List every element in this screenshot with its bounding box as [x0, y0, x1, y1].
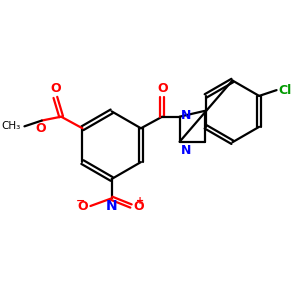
Text: +: +	[136, 196, 144, 206]
Text: O: O	[50, 82, 61, 95]
Text: N: N	[181, 144, 191, 157]
Text: Cl: Cl	[278, 84, 292, 97]
Text: O: O	[157, 82, 167, 95]
Text: N: N	[106, 199, 118, 213]
Text: O: O	[36, 122, 46, 134]
Text: O: O	[78, 200, 88, 212]
Text: CH₃: CH₃	[1, 121, 21, 131]
Text: N: N	[181, 109, 191, 122]
Text: −: −	[76, 196, 86, 206]
Text: O: O	[133, 200, 143, 212]
